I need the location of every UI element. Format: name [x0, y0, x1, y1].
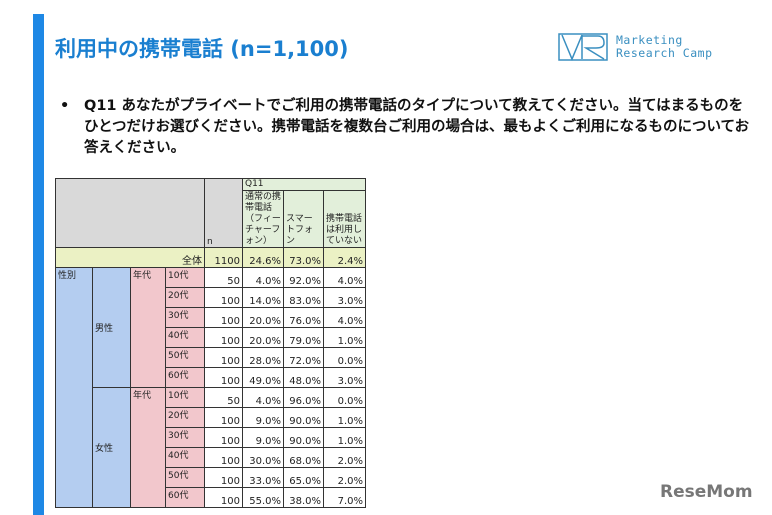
table-row: 20代 100 14.0% 83.0% 3.0% [56, 287, 366, 308]
gender-group: 男性 [92, 267, 131, 388]
total-n: 1100 [204, 247, 243, 268]
table-row: 20代 100 9.0% 90.0% 1.0% [56, 407, 366, 428]
value-cell: 30.0% [242, 447, 284, 468]
table-row: 女性 年代 10代 50 4.0% 96.0% 0.0% [56, 387, 366, 508]
page-title: 利用中の携帯電話 (n=1,100) [55, 37, 349, 61]
value-cell: 49.0% [242, 367, 284, 388]
value-cell: 38.0% [283, 487, 324, 508]
age-cell: 40代 [165, 447, 205, 468]
accent-bar [33, 14, 44, 515]
total-value: 2.4% [323, 247, 366, 268]
table-row: 40代 100 20.0% 79.0% 1.0% [56, 327, 366, 348]
age-cell: 60代 [165, 367, 205, 388]
logo-line2: Research Camp [616, 46, 713, 60]
total-label: 全体 [55, 247, 205, 268]
value-cell: 96.0% [283, 387, 324, 408]
age-label: 年代 [130, 387, 166, 508]
value-cell: 92.0% [283, 267, 324, 288]
age-cell: 50代 [165, 467, 205, 488]
value-cell: 90.0% [283, 427, 324, 448]
value-cell: 48.0% [283, 367, 324, 388]
value-cell: 1.0% [323, 327, 366, 348]
n-cell: 100 [204, 407, 243, 428]
total-value: 73.0% [283, 247, 324, 268]
value-cell: 9.0% [242, 407, 284, 428]
total-row: 全体 1100 24.6% 73.0% 2.4% [55, 247, 366, 268]
results-table: n Q11 通常の携帯電話（フィーチャーフォン） スマートフォン 携帯電話は利用… [55, 178, 366, 508]
total-value: 24.6% [242, 247, 284, 268]
value-cell: 65.0% [283, 467, 324, 488]
table-row: 50代 100 28.0% 72.0% 0.0% [56, 347, 366, 368]
age-cell: 40代 [165, 327, 205, 348]
n-cell: 100 [204, 347, 243, 368]
resemom-watermark: ReseMom [660, 482, 753, 502]
n-cell: 100 [204, 427, 243, 448]
value-cell: 72.0% [283, 347, 324, 368]
value-cell: 7.0% [323, 487, 366, 508]
q-header: Q11 [242, 178, 366, 191]
value-cell: 3.0% [323, 367, 366, 388]
value-cell: 14.0% [242, 287, 284, 308]
age-label: 年代 [130, 267, 166, 388]
table-row: 40代 100 30.0% 68.0% 2.0% [56, 447, 366, 468]
value-cell: 4.0% [242, 387, 284, 408]
table-row: 60代 100 55.0% 38.0% 7.0% [56, 487, 366, 508]
value-cell: 33.0% [242, 467, 284, 488]
age-cell: 30代 [165, 307, 205, 328]
value-cell: 2.0% [323, 447, 366, 468]
value-cell: 2.0% [323, 467, 366, 488]
n-cell: 100 [204, 467, 243, 488]
gender-group: 女性 [92, 387, 131, 508]
age-cell: 10代 [165, 267, 205, 288]
value-cell: 20.0% [242, 307, 284, 328]
header-blank [55, 178, 205, 248]
n-header: n [204, 178, 243, 248]
age-cell: 10代 [165, 387, 205, 408]
gender-label: 性別 [55, 267, 93, 508]
value-cell: 0.0% [323, 347, 366, 368]
value-cell: 4.0% [323, 267, 366, 288]
value-cell: 0.0% [323, 387, 366, 408]
bullet: • [60, 98, 70, 114]
n-cell: 50 [204, 267, 243, 288]
n-cell: 100 [204, 307, 243, 328]
age-cell: 20代 [165, 287, 205, 308]
logo: Marketing Research Camp [558, 33, 713, 61]
question-text: Q11 あなたがプライベートでご利用の携帯電話のタイプについて教えてください。当… [84, 98, 750, 156]
col-header-none: 携帯電話は利用していない [323, 190, 366, 248]
table-row: 性別 男性 年代 10代 50 4.0% 92.0% 4.0% [55, 267, 366, 508]
col-header-feature-phone: 通常の携帯電話（フィーチャーフォン） [242, 190, 284, 248]
value-cell: 20.0% [242, 327, 284, 348]
table-row: 30代 100 9.0% 90.0% 1.0% [56, 427, 366, 448]
value-cell: 76.0% [283, 307, 324, 328]
age-cell: 60代 [165, 487, 205, 508]
n-cell: 100 [204, 287, 243, 308]
value-cell: 4.0% [323, 307, 366, 328]
age-cell: 50代 [165, 347, 205, 368]
value-cell: 1.0% [323, 407, 366, 428]
value-cell: 55.0% [242, 487, 284, 508]
question: • Q11 あなたがプライベートでご利用の携帯電話のタイプについて教えてください… [60, 96, 750, 159]
value-cell: 83.0% [283, 287, 324, 308]
value-cell: 68.0% [283, 447, 324, 468]
n-cell: 100 [204, 487, 243, 508]
n-cell: 100 [204, 367, 243, 388]
value-cell: 9.0% [242, 427, 284, 448]
col-header-smartphone: スマートフォン [283, 190, 324, 248]
age-cell: 20代 [165, 407, 205, 428]
value-cell: 28.0% [242, 347, 284, 368]
value-cell: 4.0% [242, 267, 284, 288]
value-cell: 3.0% [323, 287, 366, 308]
logo-line1: Marketing [616, 33, 683, 47]
n-cell: 100 [204, 447, 243, 468]
value-cell: 79.0% [283, 327, 324, 348]
value-cell: 90.0% [283, 407, 324, 428]
age-cell: 30代 [165, 427, 205, 448]
value-cell: 1.0% [323, 427, 366, 448]
mrc-logo-icon [558, 33, 608, 61]
n-cell: 100 [204, 327, 243, 348]
n-cell: 50 [204, 387, 243, 408]
table-row: 60代 100 49.0% 48.0% 3.0% [56, 367, 366, 388]
table-row: 50代 100 33.0% 65.0% 2.0% [56, 467, 366, 488]
